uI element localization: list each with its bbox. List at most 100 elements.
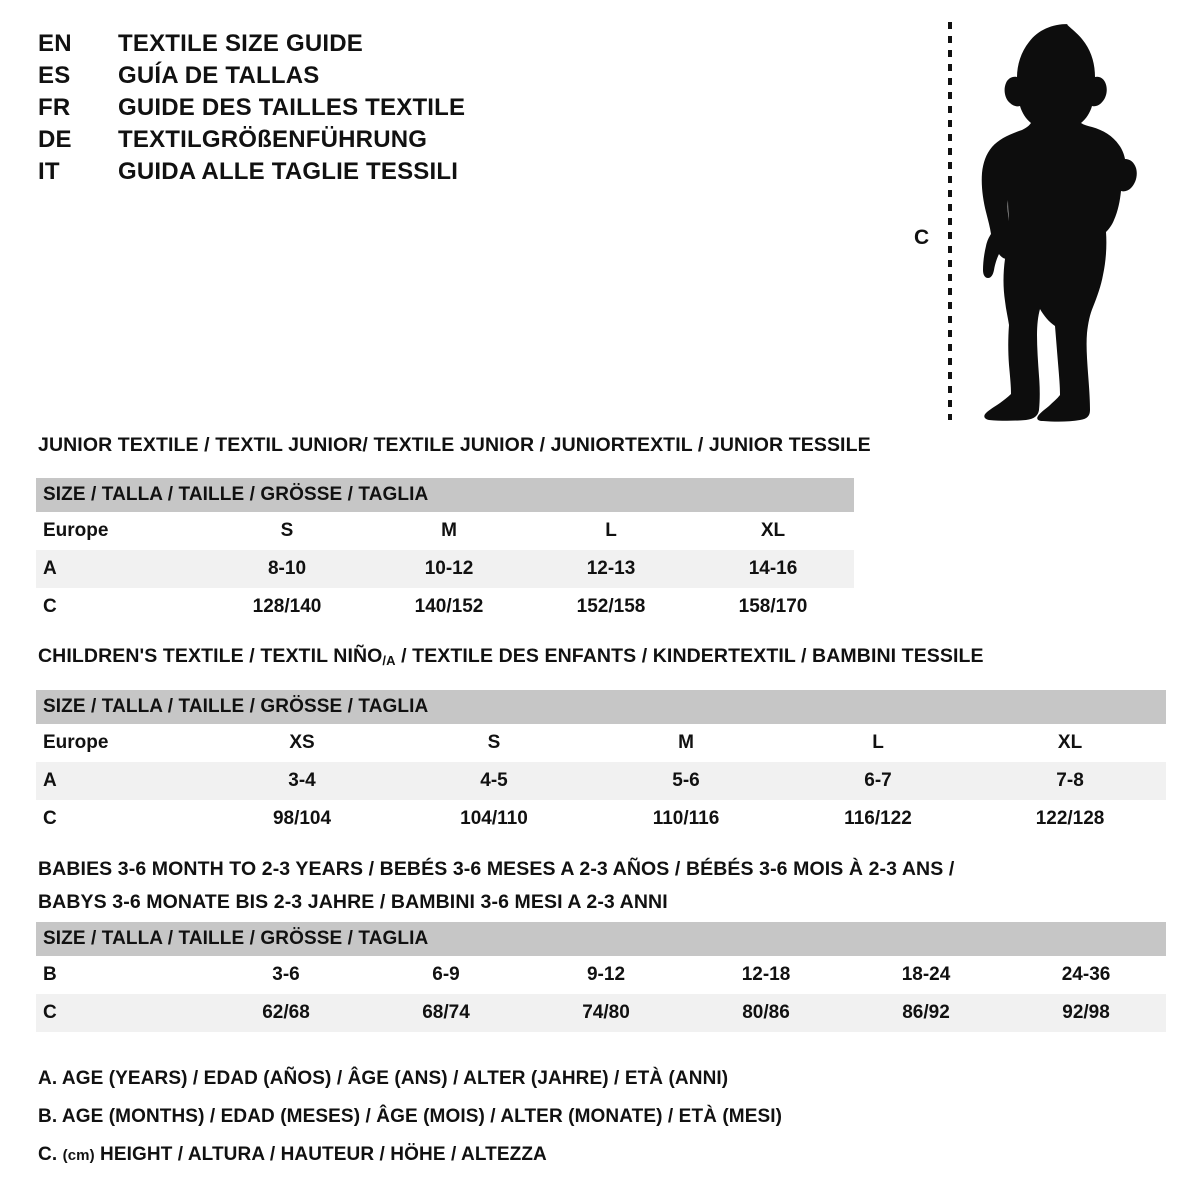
children-size-s: S xyxy=(398,724,590,762)
language-row-fr: FR GUIDE DES TAILLES TEXTILE xyxy=(38,94,598,126)
babies-size-table: SIZE / TALLA / TAILLE / GRÖSSE / TAGLIA … xyxy=(36,922,1167,1032)
children-heading-sub: /A xyxy=(382,653,396,668)
children-size-m: M xyxy=(590,724,782,762)
junior-height-m: 140/152 xyxy=(368,588,530,626)
children-height-l: 116/122 xyxy=(782,800,974,838)
junior-height-s: 128/140 xyxy=(206,588,368,626)
children-height-xs: 98/104 xyxy=(206,800,398,838)
legend-line-b: B. AGE (MONTHS) / EDAD (MESES) / ÂGE (MO… xyxy=(38,1106,938,1128)
junior-row-label-a: A xyxy=(36,550,206,588)
legend-b-text: B. AGE (MONTHS) / EDAD (MESES) / ÂGE (MO… xyxy=(38,1106,783,1127)
babies-band-label: SIZE / TALLA / TAILLE / GRÖSSE / TAGLIA xyxy=(36,922,1167,956)
junior-header-row: Europe S M L XL xyxy=(36,512,855,550)
babies-height-1: 62/68 xyxy=(206,994,366,1032)
children-heading-pre: CHILDREN'S TEXTILE / TEXTIL NIÑO xyxy=(38,645,383,667)
babies-heading-line2: BABYS 3-6 MONATE BIS 2-3 JAHRE / BAMBINI… xyxy=(38,891,668,913)
language-code-es: ES xyxy=(38,62,71,89)
legend-line-c: C. (cm) HEIGHT / ALTURA / HAUTEUR / HÖHE… xyxy=(38,1144,938,1166)
language-row-es: ES GUÍA DE TALLAS xyxy=(38,62,598,94)
junior-table-band: SIZE / TALLA / TAILLE / GRÖSSE / TAGLIA xyxy=(36,478,855,512)
children-row-label-europe: Europe xyxy=(36,724,206,762)
children-height-xl: 122/128 xyxy=(974,800,1167,838)
junior-height-l: 152/158 xyxy=(530,588,692,626)
children-age-l: 6-7 xyxy=(782,762,974,800)
junior-band-label: SIZE / TALLA / TAILLE / GRÖSSE / TAGLIA xyxy=(36,478,855,512)
children-height-row: C 98/104 104/110 110/116 116/122 122/128 xyxy=(36,800,1167,838)
language-code-en: EN xyxy=(38,30,72,57)
junior-size-l: L xyxy=(530,512,692,550)
children-age-m: 5-6 xyxy=(590,762,782,800)
children-height-s: 104/110 xyxy=(398,800,590,838)
junior-size-xl: XL xyxy=(692,512,855,550)
junior-age-l: 12-13 xyxy=(530,550,692,588)
babies-months-6: 24-36 xyxy=(1006,956,1167,994)
babies-row-label-b: B xyxy=(36,956,206,994)
language-title-es: GUÍA DE TALLAS xyxy=(118,62,320,89)
legend-block: A. AGE (YEARS) / EDAD (AÑOS) / ÂGE (ANS)… xyxy=(38,1068,938,1182)
babies-section-heading: BABIES 3-6 MONTH TO 2-3 YEARS / BEBÉS 3-… xyxy=(38,858,954,914)
children-section-heading: CHILDREN'S TEXTILE / TEXTIL NIÑO/A / TEX… xyxy=(38,645,984,668)
legend-c-text: HEIGHT / ALTURA / HAUTEUR / HÖHE / ALTEZ… xyxy=(94,1144,547,1165)
legend-c-unit: (cm) xyxy=(62,1147,95,1164)
junior-size-table: SIZE / TALLA / TAILLE / GRÖSSE / TAGLIA … xyxy=(36,478,855,626)
junior-age-m: 10-12 xyxy=(368,550,530,588)
babies-height-2: 68/74 xyxy=(366,994,526,1032)
babies-months-4: 12-18 xyxy=(686,956,846,994)
height-illustration: C xyxy=(890,14,1180,424)
toddler-silhouette-icon xyxy=(981,24,1137,422)
junior-age-xl: 14-16 xyxy=(692,550,855,588)
junior-section-heading: JUNIOR TEXTILE / TEXTIL JUNIOR/ TEXTILE … xyxy=(38,434,871,456)
babies-height-5: 86/92 xyxy=(846,994,1006,1032)
language-title-en: TEXTILE SIZE GUIDE xyxy=(118,30,363,57)
legend-a-text: A. AGE (YEARS) / EDAD (AÑOS) / ÂGE (ANS)… xyxy=(38,1068,729,1089)
legend-c-prefix: C. xyxy=(38,1144,63,1165)
babies-months-5: 18-24 xyxy=(846,956,1006,994)
babies-heading-line1: BABIES 3-6 MONTH TO 2-3 YEARS / BEBÉS 3-… xyxy=(38,858,955,880)
children-age-row: A 3-4 4-5 5-6 6-7 7-8 xyxy=(36,762,1167,800)
children-size-l: L xyxy=(782,724,974,762)
babies-height-4: 80/86 xyxy=(686,994,846,1032)
junior-size-m: M xyxy=(368,512,530,550)
language-row-en: EN TEXTILE SIZE GUIDE xyxy=(38,30,598,62)
height-marker-label: C xyxy=(914,226,930,249)
junior-row-label-europe: Europe xyxy=(36,512,206,550)
babies-months-2: 6-9 xyxy=(366,956,526,994)
junior-row-label-c: C xyxy=(36,588,206,626)
babies-months-3: 9-12 xyxy=(526,956,686,994)
language-code-fr: FR xyxy=(38,94,71,121)
children-row-label-c: C xyxy=(36,800,206,838)
babies-height-6: 92/98 xyxy=(1006,994,1167,1032)
language-title-fr: GUIDE DES TAILLES TEXTILE xyxy=(118,94,466,121)
language-row-de: DE TEXTILGRÖßENFÜHRUNG xyxy=(38,126,598,158)
language-header-block: EN TEXTILE SIZE GUIDE ES GUÍA DE TALLAS … xyxy=(38,30,598,190)
children-header-row: Europe XS S M L XL xyxy=(36,724,1167,762)
height-dotted-line xyxy=(948,22,952,420)
babies-height-row: C 62/68 68/74 74/80 80/86 86/92 92/98 xyxy=(36,994,1167,1032)
children-height-m: 110/116 xyxy=(590,800,782,838)
language-title-de: TEXTILGRÖßENFÜHRUNG xyxy=(118,126,428,153)
children-heading-post: / TEXTILE DES ENFANTS / KINDERTEXTIL / B… xyxy=(395,645,984,667)
language-title-it: GUIDA ALLE TAGLIE TESSILI xyxy=(118,158,459,185)
junior-age-row: A 8-10 10-12 12-13 14-16 xyxy=(36,550,855,588)
children-band-label: SIZE / TALLA / TAILLE / GRÖSSE / TAGLIA xyxy=(36,690,1167,724)
children-age-xl: 7-8 xyxy=(974,762,1167,800)
children-age-xs: 3-4 xyxy=(206,762,398,800)
children-row-label-a: A xyxy=(36,762,206,800)
children-table-band: SIZE / TALLA / TAILLE / GRÖSSE / TAGLIA xyxy=(36,690,1167,724)
babies-height-3: 74/80 xyxy=(526,994,686,1032)
babies-months-1: 3-6 xyxy=(206,956,366,994)
language-code-de: DE xyxy=(38,126,72,153)
junior-height-row: C 128/140 140/152 152/158 158/170 xyxy=(36,588,855,626)
children-size-xs: XS xyxy=(206,724,398,762)
language-row-it: IT GUIDA ALLE TAGLIE TESSILI xyxy=(38,158,598,190)
language-code-it: IT xyxy=(38,158,60,185)
legend-line-a: A. AGE (YEARS) / EDAD (AÑOS) / ÂGE (ANS)… xyxy=(38,1068,938,1090)
children-size-table: SIZE / TALLA / TAILLE / GRÖSSE / TAGLIA … xyxy=(36,690,1167,838)
babies-table-band: SIZE / TALLA / TAILLE / GRÖSSE / TAGLIA xyxy=(36,922,1167,956)
babies-months-row: B 3-6 6-9 9-12 12-18 18-24 24-36 xyxy=(36,956,1167,994)
junior-age-s: 8-10 xyxy=(206,550,368,588)
children-age-s: 4-5 xyxy=(398,762,590,800)
junior-height-xl: 158/170 xyxy=(692,588,855,626)
children-size-xl: XL xyxy=(974,724,1167,762)
junior-size-s: S xyxy=(206,512,368,550)
